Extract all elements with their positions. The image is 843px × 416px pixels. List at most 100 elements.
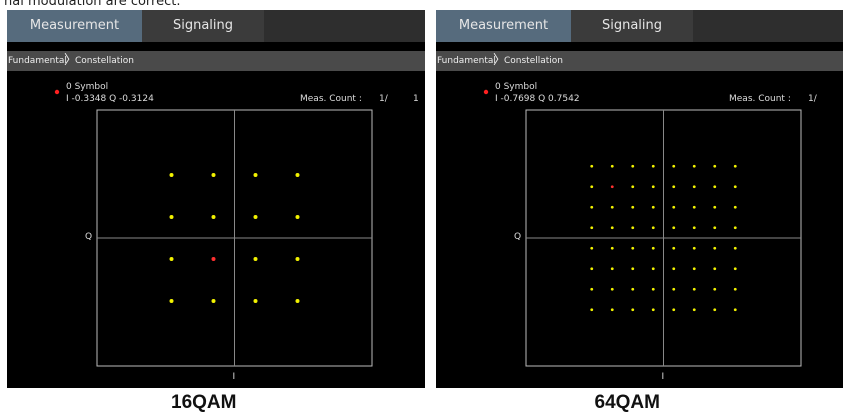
symbol-point <box>672 185 676 189</box>
constellation-plot <box>483 89 802 367</box>
symbol-point <box>253 257 258 261</box>
symbol-point <box>610 308 614 312</box>
meas-count-label: Meas. Count : <box>300 94 362 104</box>
symbol-point <box>253 215 258 219</box>
breadcrumb-item[interactable]: Fundamental <box>437 56 496 66</box>
symbol-point <box>169 299 174 303</box>
breadcrumb-bar: Fundamental 〉 Constellation <box>436 51 843 71</box>
symbol-point <box>672 205 676 209</box>
symbol-point <box>733 308 737 312</box>
symbol-point <box>631 185 635 189</box>
symbol-point <box>692 185 696 189</box>
marker-label: 0 Symbol <box>66 82 109 92</box>
symbol-point <box>672 267 676 271</box>
symbol-point <box>590 205 594 209</box>
symbol-point <box>590 164 594 168</box>
symbol-point <box>651 308 655 312</box>
symbol-point <box>733 226 737 230</box>
symbol-point <box>692 164 696 168</box>
symbol-point <box>713 267 717 271</box>
symbol-point <box>672 308 676 312</box>
tab[interactable]: Measurement <box>7 10 142 42</box>
symbol-point <box>692 226 696 230</box>
symbol-point <box>631 308 635 312</box>
symbol-point <box>713 164 717 168</box>
marker-dot <box>54 89 60 95</box>
symbol-point <box>713 205 717 209</box>
symbol-point <box>610 267 614 271</box>
symbol-point <box>651 226 655 230</box>
symbol-point <box>590 308 594 312</box>
symbol-point <box>295 299 300 303</box>
symbol-point <box>672 287 676 291</box>
symbol-point <box>211 257 216 261</box>
clipped-caption: nal modulation are correct. <box>4 0 181 9</box>
symbol-point <box>672 246 676 250</box>
i-axis-label: I <box>661 372 665 382</box>
symbol-point <box>211 173 216 177</box>
symbol-point <box>651 267 655 271</box>
symbol-point <box>610 164 614 168</box>
instrument-screen: Measurement Signaling Fundamental 〉 Constell… <box>7 10 425 388</box>
tab[interactable]: Measurement <box>436 10 571 42</box>
symbol-point <box>733 185 737 189</box>
symbol-point <box>692 267 696 271</box>
symbol-point <box>211 215 216 219</box>
q-axis-label: Q <box>514 232 522 242</box>
symbol-point <box>253 299 258 303</box>
marker-dot <box>483 89 489 95</box>
symbol-point <box>713 287 717 291</box>
symbol-point <box>169 257 174 261</box>
breadcrumb-bar: Fundamental 〉 Constellation <box>7 51 425 71</box>
symbol-point <box>211 299 216 303</box>
symbol-point <box>610 185 614 189</box>
meas-count: 1/ <box>808 94 817 104</box>
symbol-point <box>733 164 737 168</box>
symbol-point <box>692 308 696 312</box>
symbol-point <box>590 246 594 250</box>
breadcrumb-item[interactable]: Constellation <box>75 56 135 66</box>
symbol-point <box>590 226 594 230</box>
symbol-point <box>631 164 635 168</box>
meas-total: 1 <box>413 94 419 104</box>
symbol-point <box>610 246 614 250</box>
symbol-point <box>169 215 174 219</box>
symbol-point <box>651 185 655 189</box>
symbol-point <box>295 215 300 219</box>
symbol-point <box>713 185 717 189</box>
symbol-point <box>610 226 614 230</box>
symbol-point <box>253 173 258 177</box>
symbol-point <box>631 287 635 291</box>
symbol-point <box>733 287 737 291</box>
screen-caption: 16QAM <box>171 392 237 413</box>
instrument-screen: Measurement Signaling Fundamental 〉 Constell… <box>436 10 843 388</box>
tab[interactable]: Signaling <box>142 10 264 42</box>
screen-caption: 64QAM <box>594 392 660 413</box>
marker-label: 0 Symbol <box>495 82 538 92</box>
q-axis-label: Q <box>85 232 93 242</box>
symbol-point <box>651 164 655 168</box>
tab-bar: Measurement Signaling <box>436 10 843 42</box>
tab-bar: Measurement Signaling <box>7 10 425 42</box>
symbol-point <box>713 246 717 250</box>
symbol-point <box>631 226 635 230</box>
breadcrumb-item[interactable]: Fundamental <box>8 56 67 66</box>
breadcrumb-separator: 〉 <box>493 53 507 68</box>
symbol-point <box>672 226 676 230</box>
symbol-point <box>295 173 300 177</box>
constellation-plot <box>54 89 373 367</box>
symbol-point <box>631 267 635 271</box>
symbol-point <box>631 246 635 250</box>
meas-count: 1/ <box>379 94 388 104</box>
symbol-point <box>295 257 300 261</box>
breadcrumb-item[interactable]: Constellation <box>504 56 564 66</box>
symbol-point <box>169 173 174 177</box>
marker-value: I -0.7698 Q 0.7542 <box>495 94 580 104</box>
symbol-point <box>733 267 737 271</box>
symbol-point <box>651 287 655 291</box>
symbol-point <box>651 246 655 250</box>
symbol-point <box>590 267 594 271</box>
tab[interactable]: Signaling <box>571 10 693 42</box>
i-axis-label: I <box>232 372 236 382</box>
